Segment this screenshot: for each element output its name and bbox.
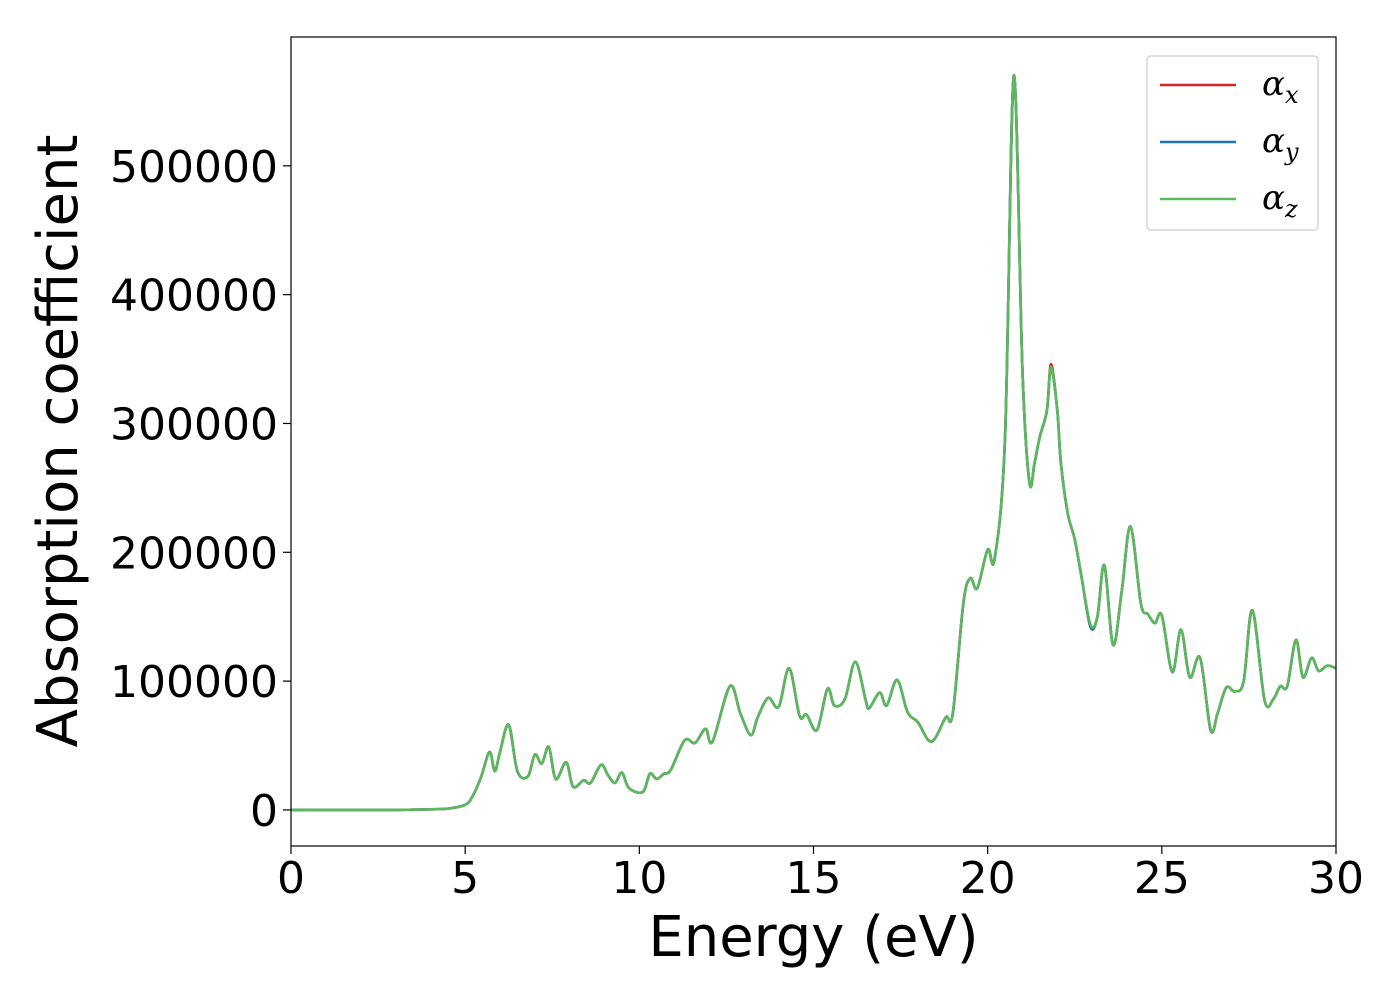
legend-label-x: αx [1262, 64, 1299, 109]
series-lines [290, 74, 1337, 812]
x-tick-label: 30 [1308, 853, 1364, 904]
y-tick-label: 400000 [110, 271, 278, 322]
y-tick-label: 100000 [110, 657, 278, 708]
y-tick-label: 300000 [110, 399, 278, 450]
legend: αx αy αz [1146, 55, 1319, 231]
series-line-z [290, 74, 1337, 812]
y-axis-ticks: 0 100000 200000 300000 400000 500000 [110, 142, 291, 837]
y-axis-title: Absorption coefficient [26, 135, 91, 748]
y-tick-label: 500000 [110, 142, 278, 193]
x-axis-title: Energy (eV) [648, 905, 978, 970]
legend-label-y: αy [1262, 121, 1299, 166]
x-tick-label: 5 [451, 853, 479, 904]
y-tick-label: 0 [250, 786, 278, 837]
x-axis-ticks: 0 5 10 15 20 25 30 [277, 846, 1364, 904]
x-tick-label: 10 [611, 853, 667, 904]
x-tick-label: 0 [277, 853, 305, 904]
x-tick-label: 20 [960, 853, 1016, 904]
x-tick-label: 15 [786, 853, 842, 904]
x-tick-label: 25 [1134, 853, 1190, 904]
y-tick-label: 200000 [110, 528, 278, 579]
legend-label-z: αz [1262, 178, 1298, 223]
